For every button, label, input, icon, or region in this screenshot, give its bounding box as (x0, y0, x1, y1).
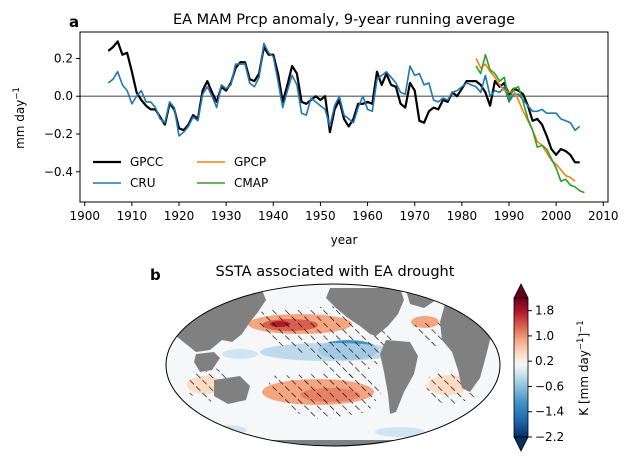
x-tick-label: 1930 (211, 209, 242, 223)
x-tick-label: 1940 (258, 209, 289, 223)
colorbar-tick-label: 0.2 (535, 354, 554, 368)
colorbar-label-suffix: ] (577, 333, 591, 338)
colorbar-label: K [mm day−1]−1 (576, 320, 591, 415)
x-tick-label: 1990 (494, 209, 525, 223)
colorbar-extend-min (513, 436, 529, 452)
x-tick-label: 1970 (399, 209, 430, 223)
panel-a-y-ticks: 0.2 0.0 −0.2 −0.4 (44, 51, 80, 179)
series-line-cru (107, 42, 581, 137)
y-tick-label: −0.4 (44, 165, 73, 179)
antarctica-landmass (166, 440, 500, 446)
y-tick-label: 0.2 (54, 51, 73, 65)
panel-b-title: SSTA associated with EA drought (216, 264, 455, 280)
colorbar-label-text: K [mm day (577, 350, 591, 416)
colorbar-extend-max (513, 283, 529, 299)
colorbar-label-superscript: −1 (576, 338, 586, 351)
southern-ocean-cold-patch-east (375, 427, 425, 437)
x-tick-label: 1900 (69, 209, 100, 223)
colorbar-label-suffix-superscript: −1 (576, 320, 586, 333)
panel-a-x-ticks: 1900 1910 1920 1930 1940 1950 1960 1970 1980 1990… (69, 202, 619, 223)
x-tick-label: 1950 (305, 209, 336, 223)
y-axis-label-superscript: −1 (12, 87, 22, 100)
legend-label-cmap: CMAP (234, 176, 268, 190)
colorbar: 1.81.00.2−0.6−1.4−2.2 K [mm day−1]−1 (513, 283, 591, 452)
panel-a-label: a (69, 13, 79, 31)
north-america-landmass (326, 288, 404, 336)
map-outline (165, 283, 501, 447)
x-tick-label: 2000 (541, 209, 572, 223)
x-tick-label: 1920 (164, 209, 195, 223)
colorbar-ticks: 1.8 1.0 0.2 −0.6 −1.4 −2.2 (528, 304, 564, 444)
west-pacific-cold-patch (222, 349, 258, 359)
colorbar-tick-label: −0.6 (535, 379, 564, 393)
south-america-landmass (380, 340, 418, 414)
panel-a-series (107, 40, 585, 194)
panel-a-y-axis-label: mm day−1 (12, 87, 27, 149)
australia-landmass (214, 376, 250, 404)
x-tick-label: 1910 (117, 209, 148, 223)
colorbar-gradient (513, 297, 529, 438)
series-line-cmap (475, 53, 585, 194)
panel-b-label: b (150, 266, 161, 284)
panel-a-frame (79, 31, 609, 203)
series-line-gpcc (107, 40, 580, 164)
colorbar-tick-label: 1.0 (535, 329, 554, 343)
x-tick-label: 1960 (352, 209, 383, 223)
panel-a-title: EA MAM Prcp anomaly, 9-year running aver… (173, 12, 515, 28)
x-tick-label: 1980 (447, 209, 478, 223)
colorbar-tick-label: 1.8 (535, 304, 554, 318)
panel-a-x-axis-label: year (331, 233, 358, 247)
series-line-gpcp (475, 58, 576, 182)
colorbar-tick-label: −2.2 (535, 430, 564, 444)
legend-label-gpcc: GPCC (130, 155, 163, 169)
ssta-map (166, 284, 500, 446)
legend-label-gpcp: GPCP (234, 155, 266, 169)
colorbar-tick-label: −1.4 (535, 405, 564, 419)
y-tick-label: 0.0 (54, 89, 73, 103)
significance-hatching-south-pacific (268, 372, 382, 420)
panel-a-legend: GPCC CRU GPCP CMAP (93, 155, 268, 190)
x-tick-label: 2010 (588, 209, 619, 223)
y-tick-label: −0.2 (44, 127, 73, 141)
maritime-continent (194, 352, 220, 372)
legend-label-cru: CRU (130, 176, 156, 190)
y-axis-label-text: mm day (13, 100, 27, 149)
